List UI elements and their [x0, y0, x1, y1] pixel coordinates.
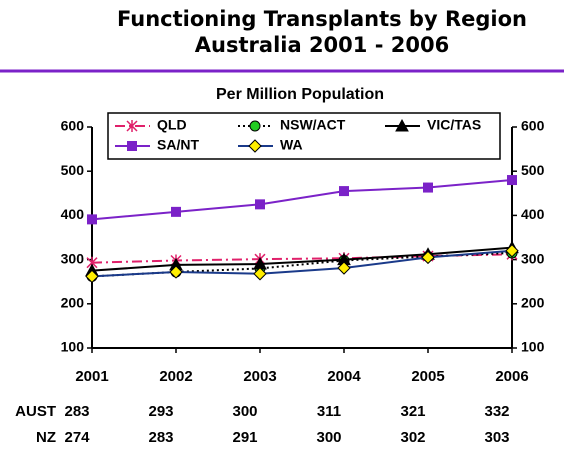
- y2-tick-label: 300: [521, 250, 545, 266]
- y-tick-label: 500: [61, 162, 85, 178]
- legend-marker: [248, 139, 262, 153]
- series-line: [91, 179, 513, 221]
- x-tick-label: 2005: [411, 368, 444, 385]
- x-tick-label: 2003: [243, 368, 276, 385]
- table-cell: 300: [316, 429, 341, 446]
- legend-box: [107, 112, 501, 160]
- series-line: [91, 249, 513, 278]
- table-row-label: NZ: [36, 429, 56, 446]
- units-label: Per Million Population: [216, 86, 384, 103]
- legend-label: NSW/ACT: [280, 117, 346, 133]
- x-tick-label: 2001: [75, 368, 108, 385]
- table-cell: 303: [484, 429, 509, 446]
- legend-label: QLD: [157, 117, 187, 133]
- legend-label: WA: [280, 137, 303, 153]
- marker: [255, 199, 265, 210]
- y-tick-label: 100: [61, 339, 85, 355]
- y2-tick-label: 600: [521, 118, 545, 134]
- table-row-label: AUST: [15, 403, 56, 420]
- y-tick-label: 200: [61, 295, 85, 311]
- table-cell: 283: [64, 403, 89, 420]
- y-tick-label: 400: [61, 206, 85, 222]
- y-tick-label: 600: [61, 118, 85, 134]
- table-cell: 311: [317, 403, 341, 420]
- table-cell: 332: [484, 403, 509, 420]
- marker: [505, 244, 519, 258]
- marker: [253, 267, 267, 281]
- table-cell: 300: [232, 403, 257, 420]
- marker: [507, 175, 517, 186]
- x-tick-label: 2002: [159, 368, 192, 385]
- marker: [85, 269, 99, 284]
- table-cell: 291: [232, 429, 257, 446]
- marker: [339, 186, 349, 197]
- marker: [337, 261, 351, 275]
- y2-tick-label: 200: [521, 295, 545, 311]
- marker: [421, 250, 435, 265]
- legend-marker: [126, 120, 138, 132]
- marker: [423, 182, 433, 193]
- y2-tick-label: 400: [521, 206, 545, 222]
- legend-marker: [127, 141, 137, 151]
- table-cell: 321: [400, 403, 425, 420]
- marker: [87, 214, 97, 225]
- y2-tick-label: 100: [521, 339, 545, 355]
- series-line: [91, 246, 513, 272]
- legend-marker: [395, 118, 409, 132]
- marker: [171, 206, 181, 217]
- legend-marker: [249, 120, 261, 132]
- marker: [169, 265, 183, 279]
- chart-title: Functioning Transplants by Region: [117, 7, 527, 31]
- chart-subtitle: Australia 2001 - 2006: [195, 33, 449, 57]
- table-cell: 293: [148, 403, 173, 420]
- table-cell: 274: [64, 429, 90, 446]
- y-tick-label: 300: [61, 250, 85, 266]
- table-cell: 302: [400, 429, 425, 446]
- x-tick-label: 2004: [327, 368, 361, 385]
- y2-tick-label: 500: [521, 162, 545, 178]
- table-cell: 283: [148, 429, 173, 446]
- x-tick-label: 2006: [495, 368, 528, 385]
- legend-label: SA/NT: [157, 137, 199, 153]
- legend-label: VIC/TAS: [427, 117, 481, 133]
